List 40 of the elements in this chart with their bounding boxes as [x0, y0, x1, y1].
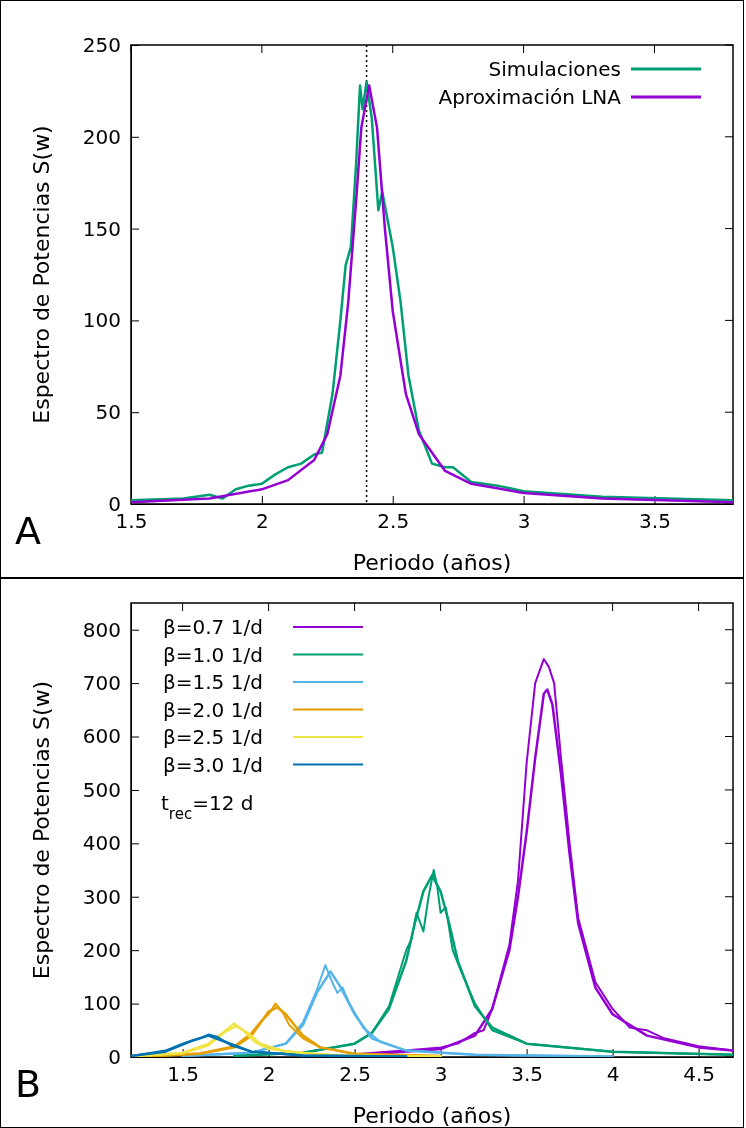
annotation: t$_{rec}$=12 d	[161, 791, 254, 823]
x-tick-label: 3.5	[639, 509, 671, 534]
y-tick-label: 0	[108, 1044, 121, 1069]
y-tick-label: 100	[82, 991, 121, 1016]
legend-label: β=3.0 1/d	[163, 752, 263, 777]
x-tick-label: 3	[434, 1062, 448, 1087]
x-tick-label: 2	[262, 1062, 276, 1087]
legend-label: Aproximación LNA	[438, 85, 622, 109]
x-tick-label: 3.5	[511, 1062, 544, 1087]
legend-label: β=2.5 1/d	[163, 725, 263, 749]
y-tick-label: 150	[82, 216, 121, 241]
x-tick-label: 2.5	[377, 509, 410, 534]
x-tick-label: 4	[606, 1062, 620, 1087]
x-axis-title: Periodo (años)	[352, 1103, 512, 1128]
y-tick-label: 100	[82, 308, 121, 333]
y-tick-label: 300	[82, 884, 121, 909]
legend-label: β=1.5 1/d	[163, 670, 263, 694]
x-tick-label: 1.5	[167, 1062, 200, 1087]
y-axis-title: Espectro de Potencias S(w)	[29, 125, 54, 424]
y-tick-label: 700	[82, 671, 121, 696]
legend-label: Simulaciones	[488, 57, 621, 81]
x-tick-label: 2.5	[339, 1062, 372, 1087]
y-axis-title: Espectro de Potencias S(w)	[29, 680, 54, 980]
y-tick-label: 400	[82, 831, 121, 856]
x-tick-label: 2	[256, 509, 269, 534]
y-tick-label: 500	[82, 777, 121, 802]
y-tick-label: 50	[95, 400, 121, 425]
y-tick-label: 250	[82, 32, 121, 57]
text: A	[15, 509, 41, 553]
legend-label: β=1.0 1/d	[163, 642, 263, 667]
x-axis-title: Periodo (años)	[352, 550, 512, 575]
y-tick-label: 200	[82, 124, 121, 149]
y-tick-label: 600	[82, 724, 121, 749]
x-tick-label: 3	[517, 509, 531, 534]
legend-label: β=0.7 1/d	[163, 615, 263, 639]
text: B	[15, 1062, 42, 1106]
x-tick-label: 4.5	[683, 1062, 716, 1087]
y-tick-label: 800	[82, 617, 121, 642]
legend-label: β=2.0 1/d	[163, 697, 263, 722]
y-tick-label: 200	[82, 938, 121, 963]
